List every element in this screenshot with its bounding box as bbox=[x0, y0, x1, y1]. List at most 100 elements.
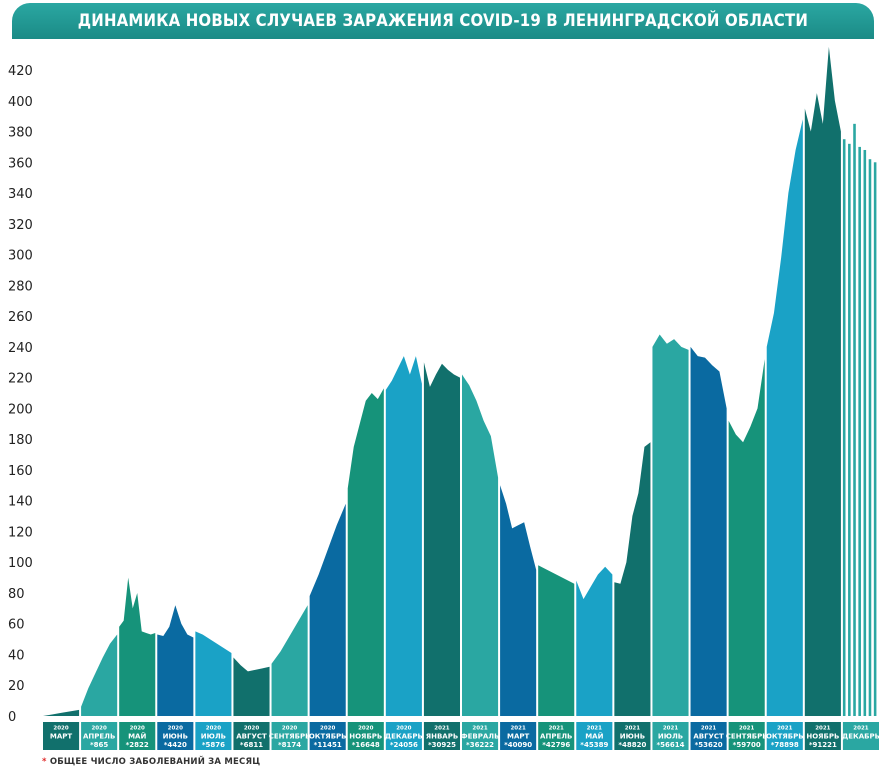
month-name: ИЮЛЬ bbox=[658, 733, 683, 741]
month-area bbox=[81, 634, 118, 716]
footnote-text: ОБЩЕЕ ЧИСЛО ЗАБОЛЕВАНИЙ ЗА МЕСЯЦ bbox=[49, 757, 261, 767]
month-year: 2021 bbox=[434, 726, 449, 732]
month-year: 2020 bbox=[53, 726, 68, 732]
y-tick-label: 280 bbox=[8, 279, 33, 294]
month-name: ИЮЛЬ bbox=[201, 733, 226, 741]
month-total: *6811 bbox=[240, 741, 263, 749]
month-label-box bbox=[271, 722, 308, 750]
month-name: ЯНВАРЬ bbox=[426, 733, 458, 741]
month-name: МАЙ bbox=[585, 732, 603, 741]
month-area bbox=[233, 657, 270, 716]
y-tick-label: 240 bbox=[8, 341, 33, 356]
title-banner: ДИНАМИКА НОВЫХ СЛУЧАЕВ ЗАРАЖЕНИЯ COVID-1… bbox=[12, 3, 874, 39]
month-area bbox=[766, 119, 803, 717]
data-bar bbox=[842, 139, 846, 716]
month-label-box bbox=[195, 722, 232, 750]
month-year: 2021 bbox=[472, 726, 487, 732]
month-total: *42796 bbox=[542, 741, 570, 749]
data-bar bbox=[853, 123, 856, 717]
month-name: АПРЕЛЬ bbox=[83, 733, 115, 741]
data-bar bbox=[863, 149, 867, 716]
month-year: 2021 bbox=[587, 726, 602, 732]
y-tick-label: 320 bbox=[8, 218, 33, 233]
month-area bbox=[462, 374, 499, 716]
data-bar bbox=[858, 146, 861, 716]
month-label-box bbox=[576, 722, 613, 750]
y-tick-label: 0 bbox=[8, 710, 16, 725]
month-area bbox=[157, 605, 194, 716]
month-label-box bbox=[81, 722, 118, 750]
y-tick-label: 200 bbox=[8, 402, 33, 417]
month-area bbox=[195, 631, 232, 716]
month-year: 2020 bbox=[358, 726, 373, 732]
month-area bbox=[690, 346, 727, 716]
month-total: *56614 bbox=[656, 741, 684, 749]
y-axis-ticks: 0 20 40 60 80 100 120 140 160 180 200 220 240 260 280 3… bbox=[8, 64, 33, 725]
month-year: 2020 bbox=[130, 726, 145, 732]
month-label-box bbox=[462, 722, 499, 750]
month-area bbox=[652, 334, 689, 716]
month-name: ИЮНЬ bbox=[620, 733, 645, 741]
y-tick-label: 140 bbox=[8, 495, 33, 510]
month-name: СЕНТЯБРЬ bbox=[269, 733, 311, 741]
month-name: СЕНТЯБРЬ bbox=[726, 733, 768, 741]
month-total: *2822 bbox=[126, 741, 149, 749]
month-year: 2021 bbox=[815, 726, 830, 732]
month-total: *8174 bbox=[278, 741, 301, 749]
month-area bbox=[804, 46, 841, 717]
month-total: *78898 bbox=[771, 741, 799, 749]
month-year: 2020 bbox=[206, 726, 221, 732]
month-name: МАРТ bbox=[50, 733, 73, 741]
month-total: *865 bbox=[90, 741, 108, 749]
month-total: *16648 bbox=[352, 741, 380, 749]
month-year: 2021 bbox=[739, 726, 754, 732]
month-label-box bbox=[233, 722, 270, 750]
month-name: НОЯБРЬ bbox=[349, 733, 382, 741]
y-tick-label: 360 bbox=[8, 156, 33, 171]
month-year: 2021 bbox=[853, 726, 868, 732]
month-label-box bbox=[804, 722, 841, 750]
month-total: *24056 bbox=[390, 741, 418, 749]
month-year: 2021 bbox=[777, 726, 792, 732]
month-name: АВГУСТ bbox=[693, 733, 724, 741]
y-tick-label: 80 bbox=[8, 587, 25, 602]
month-total: *30925 bbox=[428, 741, 456, 749]
month-labels: 2020МАРТ2020АПРЕЛЬ*8652020МАЙ*28222020ИЮ… bbox=[43, 722, 880, 750]
month-area bbox=[614, 442, 651, 716]
footnote: * ОБЩЕЕ ЧИСЛО ЗАБОЛЕВАНИЙ ЗА МЕСЯЦ bbox=[42, 757, 260, 767]
month-label-box bbox=[842, 722, 879, 750]
month-area bbox=[347, 388, 384, 716]
y-tick-label: 380 bbox=[8, 126, 33, 141]
month-label-box bbox=[423, 722, 460, 750]
month-name: АВГУСТ bbox=[236, 733, 267, 741]
month-label-box bbox=[500, 722, 537, 750]
month-name: НОЯБРЬ bbox=[806, 733, 839, 741]
month-area bbox=[500, 485, 537, 716]
y-tick-label: 20 bbox=[8, 679, 25, 694]
month-label-box bbox=[614, 722, 651, 750]
chart-areas bbox=[43, 46, 877, 717]
month-year: 2020 bbox=[320, 726, 335, 732]
month-area bbox=[538, 565, 575, 716]
data-bar bbox=[868, 159, 872, 716]
month-year: 2020 bbox=[168, 726, 183, 732]
month-name: ОКТЯБРЬ bbox=[309, 733, 347, 741]
month-label-box bbox=[538, 722, 575, 750]
month-area bbox=[423, 362, 460, 716]
month-total: *53620 bbox=[695, 741, 723, 749]
month-label-box bbox=[766, 722, 803, 750]
y-tick-label: 400 bbox=[8, 95, 33, 110]
month-total: *45389 bbox=[580, 741, 608, 749]
month-name: ДЕКАБРЬ bbox=[842, 733, 880, 741]
y-tick-label: 340 bbox=[8, 187, 33, 202]
month-year: 2021 bbox=[663, 726, 678, 732]
month-total: *48820 bbox=[618, 741, 646, 749]
month-area bbox=[576, 566, 613, 716]
month-area bbox=[728, 359, 765, 716]
month-label-box bbox=[385, 722, 422, 750]
month-area bbox=[842, 123, 877, 717]
month-year: 2021 bbox=[549, 726, 564, 732]
month-label-box bbox=[690, 722, 727, 750]
y-tick-label: 260 bbox=[8, 310, 33, 325]
